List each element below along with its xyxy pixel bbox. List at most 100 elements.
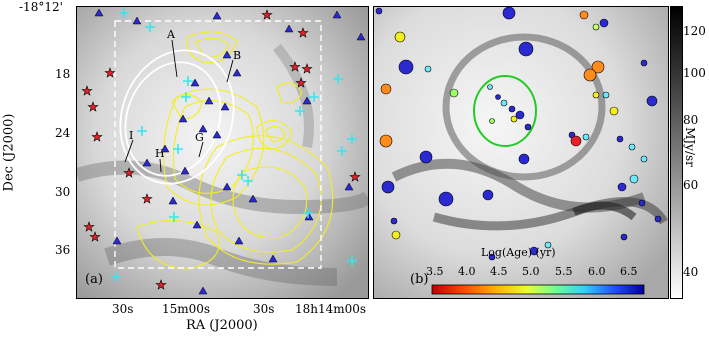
blue-triangle — [180, 166, 190, 175]
blue-triangle — [94, 8, 104, 17]
age-circle — [398, 59, 414, 75]
blue-triangle — [332, 10, 342, 19]
blue-triangle — [304, 212, 314, 221]
red-star — [89, 231, 101, 242]
cyan-cross — [173, 144, 183, 154]
cyan-cross — [347, 134, 357, 144]
cyan-cross — [181, 92, 191, 102]
age-circle — [391, 230, 401, 240]
age-circle — [638, 199, 646, 207]
age-circle — [544, 241, 552, 249]
blue-triangle — [302, 96, 312, 105]
age-circle — [524, 123, 532, 131]
contours-yellow — [136, 31, 334, 270]
age-circle — [379, 134, 393, 148]
age-circle — [518, 153, 530, 165]
red-star — [91, 131, 103, 142]
age-circle — [646, 95, 658, 107]
age-circle — [381, 180, 395, 194]
white-ring-outer — [119, 49, 235, 185]
red-star — [155, 279, 167, 290]
red-star — [123, 167, 135, 178]
cyan-cross — [111, 272, 121, 282]
age-circle — [617, 182, 627, 192]
red-star — [349, 171, 361, 182]
age-circle — [620, 233, 628, 241]
intensity-tick-60: 60 — [683, 178, 699, 192]
region-label-h: H — [155, 147, 165, 160]
y-axis-title: Dec (J2000) — [1, 113, 17, 192]
panel-a-canvas: A B I G H — [77, 7, 368, 298]
y-tick-36: 36 — [55, 243, 71, 257]
region-label-g: G — [195, 131, 204, 144]
age-circle — [449, 88, 459, 98]
age-circle — [579, 10, 589, 20]
age-tick-5-5: 5.5 — [555, 265, 573, 278]
green-ring — [473, 75, 537, 147]
age-tick-5-0: 5.0 — [522, 265, 540, 278]
cyan-cross — [145, 22, 155, 32]
age-circle — [654, 215, 662, 223]
x-tick-30s-b: 30s — [253, 302, 275, 316]
blue-triangle — [198, 286, 208, 295]
blue-triangle — [234, 236, 244, 245]
x-tick-30s-a: 30s — [112, 302, 134, 316]
age-circle — [380, 83, 392, 95]
age-circle — [592, 23, 600, 31]
age-colorbar-title: Log(Age) (yr) — [481, 246, 556, 259]
y-tick-12: -18°12' — [19, 0, 63, 14]
age-circle — [629, 174, 639, 184]
blue-triangle — [248, 194, 258, 203]
age-tick-6-5: 6.5 — [620, 265, 638, 278]
age-circle — [609, 106, 619, 116]
intensity-colorbar — [670, 6, 683, 299]
age-circle — [489, 118, 495, 124]
panel-a-label: (a) — [85, 272, 103, 287]
age-circle — [508, 105, 516, 113]
age-circle — [518, 41, 534, 57]
blue-triangle — [112, 236, 122, 245]
age-colorbar — [431, 284, 645, 295]
age-circle — [419, 150, 433, 164]
red-star — [83, 221, 95, 232]
region-label-i: I — [129, 129, 133, 142]
blue-triangle — [212, 11, 222, 20]
blue-triangle — [344, 182, 354, 191]
x-axis-title: RA (J2000) — [186, 318, 258, 333]
region-label-b: B — [233, 49, 241, 62]
y-tick-30: 30 — [55, 185, 71, 199]
age-circle — [510, 115, 518, 123]
age-circle — [591, 60, 605, 74]
panel-b-image: (b) — [373, 6, 669, 299]
cyan-cross — [119, 8, 129, 18]
age-circle — [502, 7, 516, 20]
intensity-tick-120: 120 — [683, 24, 706, 38]
age-circles — [375, 7, 662, 261]
blue-triangle — [232, 68, 242, 77]
blue-triangle — [356, 32, 366, 41]
blue-triangle — [132, 16, 142, 25]
blue-triangle — [178, 114, 188, 123]
age-tick-6-0: 6.0 — [588, 265, 606, 278]
red-star — [81, 85, 93, 96]
x-tick-18h14m00s: 18h14m00s — [295, 302, 367, 316]
region-label-a: A — [166, 28, 176, 41]
cyan-cross — [309, 92, 319, 102]
region-box — [114, 20, 322, 269]
cyan-cross — [169, 212, 179, 222]
age-circle — [424, 65, 432, 73]
age-circle — [488, 253, 496, 261]
red-star — [261, 9, 273, 20]
panel-a-image: A B I G H — [76, 6, 369, 299]
cyan-cross — [237, 170, 247, 180]
cyan-crosses — [111, 8, 357, 282]
age-circle — [529, 246, 539, 256]
blue-triangles — [94, 8, 366, 295]
age-circle — [487, 84, 493, 90]
panel-b-canvas: (b) — [374, 7, 668, 298]
age-tick-4-0: 4.0 — [458, 265, 476, 278]
intensity-unit: MJy/sr — [682, 127, 697, 167]
age-circle — [495, 94, 501, 100]
age-circle — [515, 110, 525, 120]
intensity-tick-100: 100 — [683, 66, 706, 80]
